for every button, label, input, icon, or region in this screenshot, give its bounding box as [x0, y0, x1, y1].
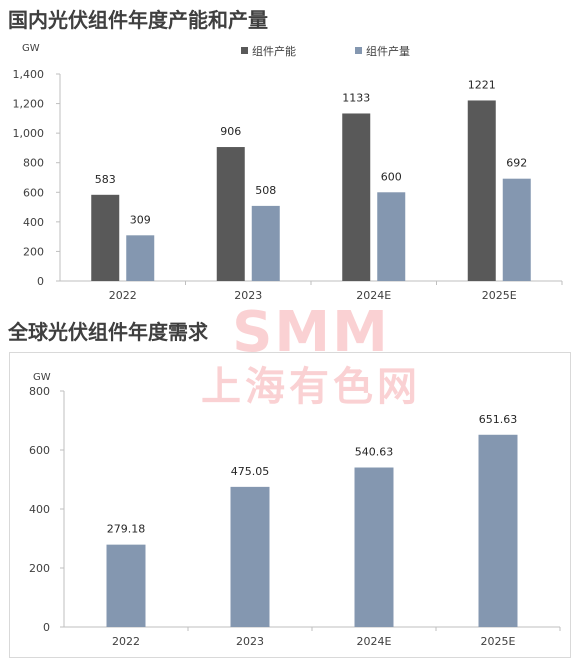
bar-0-1-2	[377, 192, 406, 281]
data-label-0-1-3: 692	[506, 157, 527, 170]
bar-1-0-3	[478, 434, 518, 627]
unit-label-1: GW	[33, 372, 51, 383]
x-tick-label-1-2: 2024E	[357, 635, 392, 648]
y-tick-label-1-3: 600	[29, 444, 50, 457]
legend-swatch-0-1	[355, 47, 362, 54]
chart-title-global: 全球光伏组件年度需求	[8, 320, 208, 344]
x-tick-label-1-1: 2023	[236, 635, 264, 648]
y-tick-label-0-1: 200	[23, 245, 44, 258]
data-label-1-0-0: 279.18	[107, 523, 146, 536]
data-label-0-0-2: 1133	[342, 91, 370, 104]
legend-label-0-0: 组件产能	[252, 44, 296, 58]
bar-0-0-0	[91, 194, 120, 281]
legend-swatch-0-0	[241, 47, 248, 54]
data-label-0-0-3: 1221	[468, 78, 496, 91]
chart-frame-global	[9, 352, 571, 658]
y-tick-label-0-4: 800	[23, 157, 44, 170]
data-label-0-0-1: 906	[220, 125, 241, 138]
bar-0-0-2	[342, 113, 371, 281]
chart-title-domestic: 国内光伏组件年度产能和产量	[8, 8, 268, 32]
x-tick-label-0-3: 2025E	[482, 289, 517, 302]
y-tick-label-0-7: 1,400	[13, 68, 45, 81]
y-tick-label-0-6: 1,200	[13, 98, 45, 111]
data-label-0-1-1: 508	[255, 184, 276, 197]
y-tick-label-0-3: 600	[23, 186, 44, 199]
data-label-1-0-1: 475.05	[231, 465, 270, 478]
x-tick-label-0-2: 2024E	[356, 289, 391, 302]
x-tick-label-0-0: 2022	[109, 289, 137, 302]
data-label-1-0-2: 540.63	[355, 446, 394, 459]
y-tick-label-1-2: 400	[29, 503, 50, 516]
y-tick-label-0-2: 400	[23, 216, 44, 229]
y-tick-label-0-5: 1,000	[13, 127, 45, 140]
x-tick-label-1-3: 2025E	[481, 635, 516, 648]
legend-label-0-1: 组件产量	[366, 44, 410, 58]
bar-1-0-0	[106, 544, 146, 627]
bar-1-0-2	[354, 467, 394, 627]
bar-0-1-1	[251, 205, 280, 281]
x-tick-label-0-1: 2023	[234, 289, 262, 302]
data-label-0-1-0: 309	[130, 213, 151, 226]
data-label-0-1-2: 600	[381, 170, 402, 183]
x-tick-label-1-0: 2022	[112, 635, 140, 648]
y-tick-label-0-0: 0	[37, 275, 44, 288]
bar-0-0-1	[216, 147, 245, 281]
bar-0-1-0	[126, 235, 155, 281]
y-tick-label-1-1: 200	[29, 562, 50, 575]
bar-0-1-3	[502, 178, 531, 281]
y-tick-label-1-4: 800	[29, 385, 50, 398]
data-label-0-0-0: 583	[95, 173, 116, 186]
bar-0-0-3	[467, 100, 496, 281]
bar-1-0-1	[230, 486, 270, 627]
data-label-1-0-3: 651.63	[479, 413, 518, 426]
unit-label-0: GW	[22, 43, 40, 54]
y-tick-label-1-0: 0	[43, 621, 50, 634]
